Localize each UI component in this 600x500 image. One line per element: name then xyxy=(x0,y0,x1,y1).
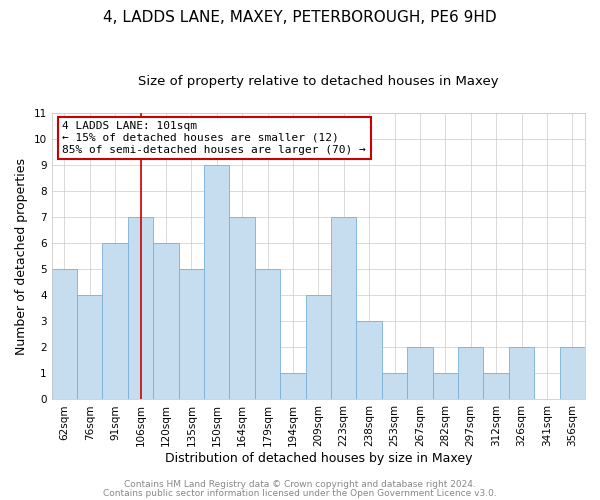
Bar xyxy=(52,269,77,400)
Bar xyxy=(255,269,280,400)
Bar xyxy=(484,374,509,400)
Bar xyxy=(382,374,407,400)
Bar xyxy=(128,217,153,400)
Bar xyxy=(179,269,204,400)
Bar xyxy=(229,217,255,400)
Text: 4 LADDS LANE: 101sqm
← 15% of detached houses are smaller (12)
85% of semi-detac: 4 LADDS LANE: 101sqm ← 15% of detached h… xyxy=(62,122,366,154)
Bar xyxy=(103,243,128,400)
Bar xyxy=(509,348,534,400)
Bar xyxy=(153,243,179,400)
Bar xyxy=(458,348,484,400)
X-axis label: Distribution of detached houses by size in Maxey: Distribution of detached houses by size … xyxy=(164,452,472,465)
Title: Size of property relative to detached houses in Maxey: Size of property relative to detached ho… xyxy=(138,75,499,88)
Bar xyxy=(204,165,229,400)
Bar xyxy=(433,374,458,400)
Text: 4, LADDS LANE, MAXEY, PETERBOROUGH, PE6 9HD: 4, LADDS LANE, MAXEY, PETERBOROUGH, PE6 … xyxy=(103,10,497,25)
Bar xyxy=(305,295,331,400)
Y-axis label: Number of detached properties: Number of detached properties xyxy=(15,158,28,354)
Bar xyxy=(77,295,103,400)
Text: Contains public sector information licensed under the Open Government Licence v3: Contains public sector information licen… xyxy=(103,488,497,498)
Bar xyxy=(280,374,305,400)
Bar xyxy=(356,322,382,400)
Text: Contains HM Land Registry data © Crown copyright and database right 2024.: Contains HM Land Registry data © Crown c… xyxy=(124,480,476,489)
Bar xyxy=(560,348,585,400)
Bar xyxy=(407,348,433,400)
Bar xyxy=(331,217,356,400)
